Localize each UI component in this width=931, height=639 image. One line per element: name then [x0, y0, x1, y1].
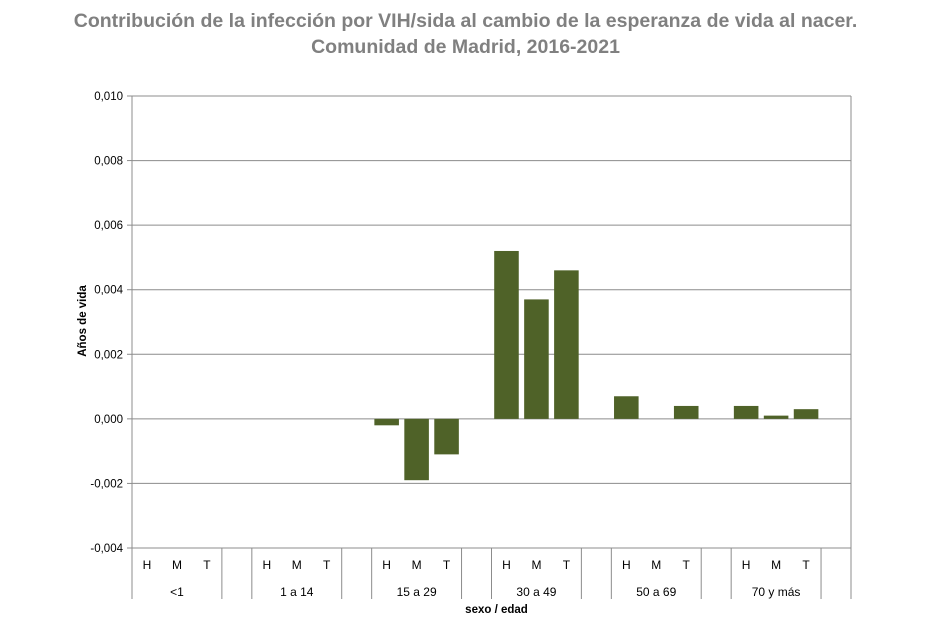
sex-label: H: [622, 558, 631, 572]
y-tick-label: 0,008: [94, 156, 123, 168]
y-tick-label: 0,002: [94, 349, 123, 361]
sex-label: M: [292, 558, 302, 572]
age-group-label: 70 y más: [752, 585, 801, 599]
x-axis-title: sexo / edad: [465, 604, 528, 616]
y-tick-label: -0,004: [90, 543, 123, 555]
chart-title-line2: Comunidad de Madrid, 2016-2021: [311, 36, 620, 58]
bar-T-5: [793, 409, 819, 419]
sex-label: H: [742, 558, 751, 572]
bar-M-5: [763, 415, 789, 419]
sex-label: T: [683, 558, 691, 572]
sex-label: M: [412, 558, 422, 572]
sex-label: M: [771, 558, 781, 572]
y-tick-label: 0,004: [94, 285, 123, 297]
bar-H-4: [614, 396, 639, 419]
sex-label: H: [262, 558, 271, 572]
age-group-label: 30 a 49: [516, 585, 556, 599]
y-tick-label: -0,002: [90, 478, 123, 490]
sex-label: H: [143, 558, 152, 572]
y-tick-label: 0,006: [94, 220, 123, 232]
bar-H-2: [374, 418, 399, 426]
sex-label: T: [802, 558, 810, 572]
age-group-label: 50 a 69: [636, 585, 676, 599]
chart-title: Contribución de la infección por VIH/sid…: [0, 8, 931, 60]
sex-label: H: [382, 558, 391, 572]
y-axis-title: Años de vida: [77, 285, 89, 357]
sex-label: M: [531, 558, 541, 572]
sex-label: T: [323, 558, 331, 572]
sex-label: T: [443, 558, 451, 572]
age-group-label: <1: [170, 585, 184, 599]
sex-label: T: [203, 558, 211, 572]
sex-label: M: [172, 558, 182, 572]
sex-label: H: [502, 558, 511, 572]
bar-M-2: [404, 418, 429, 481]
bar-H-5: [733, 405, 759, 419]
bar-T-2: [434, 418, 459, 455]
age-group-label: 1 a 14: [280, 585, 314, 599]
bar-T-4: [673, 405, 699, 419]
bar-H-3: [494, 250, 519, 419]
y-tick-label: 0,010: [94, 91, 123, 103]
chart-title-line1: Contribución de la infección por VIH/sid…: [73, 10, 858, 32]
sex-label: T: [563, 558, 571, 572]
bar-T-3: [554, 270, 579, 419]
y-tick-label: 0,000: [94, 414, 123, 426]
bar-M-3: [524, 299, 549, 419]
sex-label: M: [651, 558, 661, 572]
age-group-label: 15 a 29: [397, 585, 437, 599]
